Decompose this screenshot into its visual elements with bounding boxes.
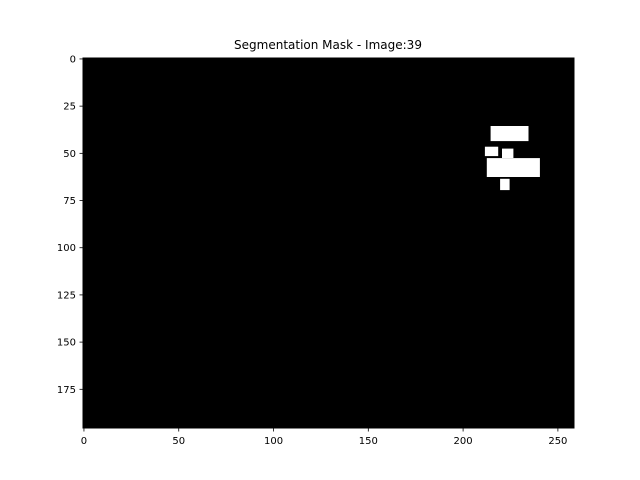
mask-region-upper-blob <box>490 126 529 142</box>
plot-frame <box>82 57 575 429</box>
x-tick-label: 150 <box>359 436 378 447</box>
x-tick-label: 250 <box>548 436 567 447</box>
y-tick-label: 75 <box>63 196 76 207</box>
y-tick-label: 50 <box>63 149 76 160</box>
mask-region-speckle-below <box>500 178 510 191</box>
x-tick-label: 0 <box>81 436 87 447</box>
y-axis: 0 25 50 75 100 125 150 175 <box>57 54 83 396</box>
chart-title: Segmentation Mask - Image:39 <box>234 38 422 52</box>
y-tick-label: 175 <box>57 385 76 396</box>
mask-region-lower-band <box>486 158 540 177</box>
y-tick-label: 0 <box>70 54 76 65</box>
y-tick-label: 125 <box>57 290 76 301</box>
mask-foreground <box>484 126 540 191</box>
mask-image-area <box>83 58 574 428</box>
y-tick-label: 25 <box>63 102 76 113</box>
y-tick-label: 150 <box>57 338 76 349</box>
x-tick-label: 100 <box>264 436 283 447</box>
mask-region-middle-fragment-right <box>502 148 514 158</box>
y-tick-label: 100 <box>57 243 76 254</box>
x-axis: 0 50 100 150 200 250 <box>81 428 567 447</box>
x-tick-label: 200 <box>454 436 473 447</box>
mask-region-middle-fragment-left <box>484 146 499 157</box>
x-tick-label: 50 <box>172 436 185 447</box>
